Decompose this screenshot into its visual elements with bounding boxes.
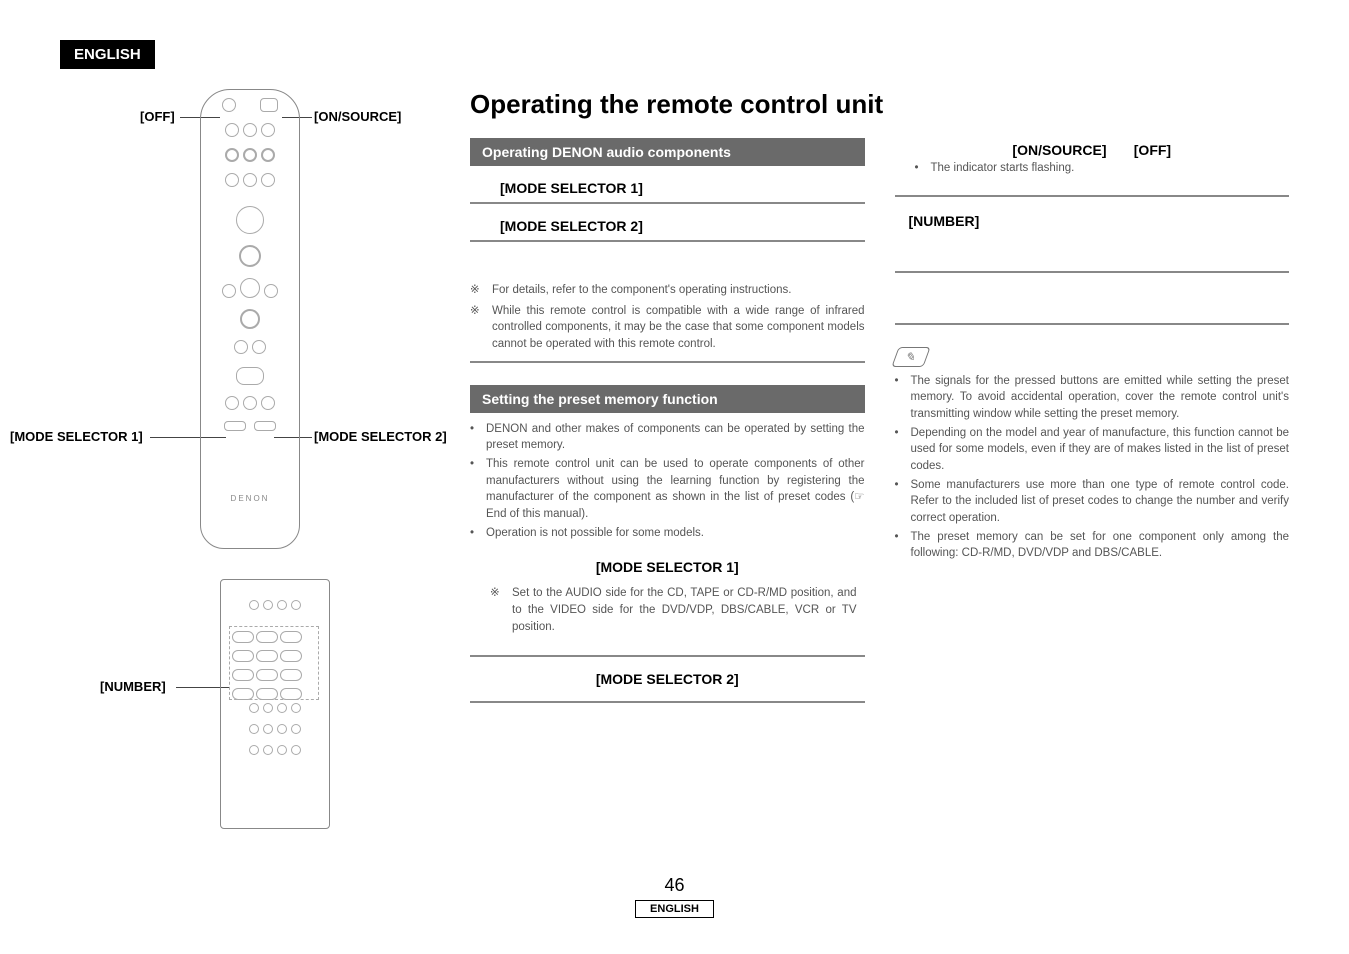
- label-number: [NUMBER]: [100, 679, 166, 694]
- step-mode-selector-2: [MODE SELECTOR 2]: [470, 212, 865, 242]
- bullet-text: Depending on the model and year of manuf…: [911, 425, 1290, 475]
- remote-logo: DENON: [201, 494, 299, 503]
- bullet-text: The signals for the pressed buttons are …: [911, 373, 1290, 423]
- header-language-tab: ENGLISH: [60, 40, 155, 69]
- page-number: 46: [0, 875, 1349, 896]
- left-column: [OFF] [ON/SOURCE] [MODE SELECTOR 1] [MOD…: [60, 89, 440, 839]
- section-heading-operating: Operating DENON audio components: [470, 138, 865, 166]
- divider: [895, 271, 1290, 273]
- note-text: Set to the AUDIO side for the CD, TAPE o…: [512, 585, 857, 635]
- note-mark-icon: ※: [470, 303, 484, 353]
- right-columns: Operating DENON audio components [MODE S…: [470, 138, 1289, 711]
- section-heading-preset: Setting the preset memory function: [470, 385, 865, 413]
- divider: [470, 361, 865, 363]
- note-mark-icon: ※: [490, 585, 504, 635]
- middle-column: Operating DENON audio components [MODE S…: [470, 138, 865, 711]
- divider: [470, 701, 865, 703]
- preset-bullets: •DENON and other makes of components can…: [470, 421, 865, 542]
- main-content: [OFF] [ON/SOURCE] [MODE SELECTOR 1] [MOD…: [60, 89, 1289, 839]
- note-text: For details, refer to the component's op…: [492, 282, 791, 299]
- step-1b-note-block: ※Set to the AUDIO side for the CD, TAPE …: [470, 581, 865, 647]
- label-mode-selector-2: [MODE SELECTOR 2]: [314, 429, 447, 444]
- remote-large-diagram: [OFF] [ON/SOURCE] [MODE SELECTOR 1] [MOD…: [70, 89, 430, 559]
- manual-page: ENGLISH [OFF] [ON/SOURCE] [MODE SELECTOR…: [0, 0, 1349, 954]
- note-text: While this remote control is compatible …: [492, 303, 865, 353]
- label-off: [OFF]: [140, 109, 175, 124]
- step-mode-selector-1: [MODE SELECTOR 1]: [470, 174, 865, 204]
- page-footer: 46 ENGLISH: [0, 875, 1349, 918]
- remote-body-outline: DENON: [200, 89, 300, 549]
- label-off: [OFF]: [1134, 142, 1171, 158]
- caution-bullets: •The signals for the pressed buttons are…: [895, 373, 1290, 562]
- step-number: [NUMBER]: [895, 205, 1290, 263]
- note-mark-icon: ※: [470, 282, 484, 299]
- operating-notes: ※ For details, refer to the component's o…: [470, 282, 865, 353]
- label-mode-selector-1: [MODE SELECTOR 1]: [10, 429, 143, 444]
- step-mode-selector-2b: [MODE SELECTOR 2]: [470, 665, 865, 693]
- divider: [895, 323, 1290, 325]
- label-on-source: [ON/SOURCE]: [314, 109, 401, 124]
- divider: [895, 195, 1290, 197]
- remote-small-diagram: [NUMBER]: [160, 579, 340, 839]
- pencil-icon: ✎: [891, 347, 930, 367]
- indicator-note-block: •The indicator starts flashing.: [895, 158, 1290, 187]
- far-right-column: [ON/SOURCE] [OFF] •The indicator starts …: [895, 138, 1290, 711]
- number-keypad: [231, 630, 303, 706]
- label-on-source: [ON/SOURCE]: [1012, 142, 1106, 158]
- bullet-text: Operation is not possible for some model…: [486, 525, 704, 542]
- remote-small-body-outline: [220, 579, 330, 829]
- step-mode-selector-1b: [MODE SELECTOR 1]: [470, 553, 865, 581]
- footer-language: ENGLISH: [635, 900, 714, 918]
- bullet-text: This remote control unit can be used to …: [486, 456, 865, 523]
- indicator-note: The indicator starts flashing.: [931, 160, 1075, 177]
- page-title: Operating the remote control unit: [470, 89, 1289, 120]
- bullet-text: The preset memory can be set for one com…: [911, 529, 1290, 562]
- divider: [470, 655, 865, 657]
- bullet-text: Some manufacturers use more than one typ…: [911, 477, 1290, 527]
- on-off-heading: [ON/SOURCE] [OFF]: [895, 138, 1290, 158]
- bullet-text: DENON and other makes of components can …: [486, 421, 865, 454]
